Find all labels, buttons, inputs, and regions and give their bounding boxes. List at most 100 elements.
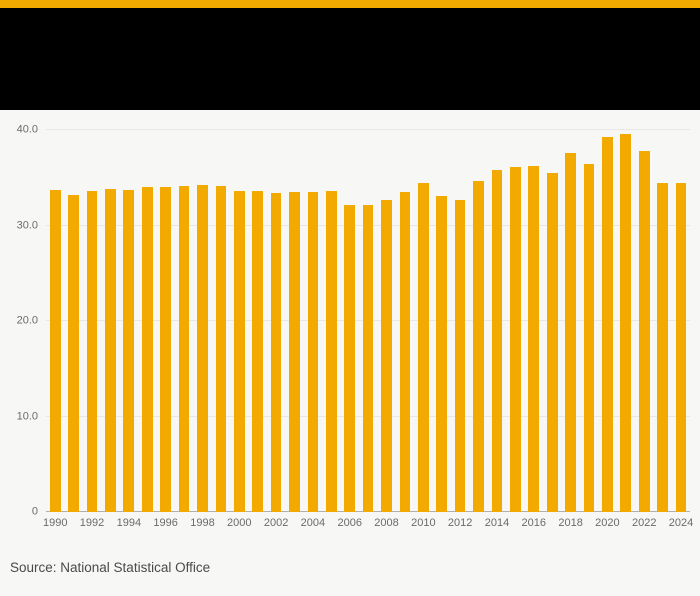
bar-slot-2014: 2014	[485, 130, 509, 529]
bar-2017	[546, 172, 558, 512]
bar-1997	[178, 186, 190, 512]
bar-slot-2012: 2012	[448, 130, 472, 529]
bar-slot-2005	[322, 130, 340, 512]
bar-slot-2021	[617, 130, 635, 512]
bar-2022	[638, 151, 650, 512]
x-tick-label-2018: 2018	[558, 517, 583, 529]
bar-2007	[362, 205, 374, 512]
y-tick-label-40: 40.0	[16, 123, 38, 136]
x-tick-label-2000: 2000	[227, 517, 252, 529]
bar-2005	[325, 191, 337, 512]
bar-slot-1997	[175, 130, 193, 512]
bar-slot-1999	[212, 130, 230, 512]
bar-slot-2007	[359, 130, 377, 512]
plot-area: 1990 1992 1994 1996 1998 2000 2002 2004 2006 2008…	[17, 124, 694, 529]
bar-slot-2016: 2016	[522, 130, 546, 529]
bar-slot-1994: 1994	[117, 130, 141, 529]
x-tick-label-2012: 2012	[447, 517, 473, 529]
gridline-40	[46, 129, 690, 130]
bar-slot-2006: 2006	[337, 130, 362, 529]
bars-row: 1990 1992 1994 1996 1998 2000 2002 2004 2006 2008…	[43, 130, 693, 529]
bar-1992	[86, 191, 98, 512]
bar-slot-2011	[433, 130, 451, 512]
bar-slot-2004: 2004	[301, 130, 325, 529]
bar-2019	[583, 164, 595, 512]
x-tick-label-1996: 1996	[153, 517, 178, 529]
bar-2009	[399, 192, 411, 512]
x-tick-label-2014: 2014	[484, 517, 510, 529]
source-caption: Source: National Statistical Office	[10, 560, 211, 575]
x-tick-label-2002: 2002	[263, 517, 289, 529]
bar-2012	[454, 199, 466, 512]
x-tick-label-2016: 2016	[521, 517, 547, 529]
bar-slot-1991	[64, 130, 82, 512]
x-tick-label-2004: 2004	[300, 517, 326, 529]
header-banner	[0, 8, 700, 110]
bar-2016	[528, 166, 540, 512]
bar-slot-2020: 2020	[595, 130, 620, 529]
bar-slot-2010: 2010	[411, 130, 436, 529]
bar-2011	[436, 195, 448, 512]
bar-2024	[675, 182, 687, 512]
x-tick-label-2006: 2006	[337, 517, 362, 529]
bar-slot-2019	[580, 130, 598, 512]
bar-slot-2015	[506, 130, 524, 512]
x-tick-label-1994: 1994	[116, 517, 142, 529]
y-tick-label-0: 0	[31, 505, 38, 518]
bar-1994	[123, 190, 135, 512]
x-tick-label-1990: 1990	[42, 517, 68, 529]
top-accent-bar	[0, 0, 700, 8]
bar-2014	[491, 170, 503, 512]
bar-1999	[215, 186, 227, 512]
bar-slot-2022: 2022	[632, 130, 656, 529]
y-tick-label-20: 20.0	[16, 314, 38, 327]
bar-slot-1990: 1990	[43, 130, 67, 529]
bar-2002	[270, 193, 282, 512]
bar-slot-2001	[248, 130, 266, 512]
bar-2003	[289, 192, 300, 512]
bar-1998	[197, 185, 208, 512]
bar-slot-2003	[285, 130, 303, 512]
bar-slot-1993	[101, 130, 119, 512]
bar-2006	[344, 205, 356, 512]
bar-1991	[68, 194, 79, 512]
bar-2013	[473, 180, 484, 512]
bar-slot-1995	[138, 130, 156, 512]
bar-slot-2008: 2008	[374, 130, 399, 529]
bar-slot-2017	[543, 130, 561, 512]
bar-slot-2023	[653, 130, 671, 512]
bar-2001	[252, 191, 263, 512]
bar-1993	[105, 189, 116, 512]
bar-2008	[381, 199, 392, 512]
bar-1990	[49, 190, 61, 512]
x-tick-label-2008: 2008	[374, 517, 399, 529]
x-tick-label-2020: 2020	[595, 517, 620, 529]
x-tick-label-2022: 2022	[631, 517, 657, 529]
x-tick-label-1998: 1998	[190, 517, 215, 529]
bar-slot-2000: 2000	[227, 130, 252, 529]
bar-2018	[565, 152, 576, 512]
x-tick-label-1992: 1992	[79, 517, 105, 529]
bar-2004	[307, 192, 319, 512]
bar-1996	[160, 187, 171, 512]
x-tick-label-2010: 2010	[411, 517, 436, 529]
x-tick-label-2024: 2024	[668, 517, 694, 529]
bar-slot-2009	[396, 130, 414, 512]
bar-slot-1998: 1998	[190, 130, 215, 529]
bar-slot-1992: 1992	[80, 130, 104, 529]
bar-slot-2002: 2002	[264, 130, 288, 529]
bar-2023	[657, 182, 668, 512]
bar-2015	[510, 167, 521, 512]
bar-1995	[141, 187, 153, 512]
bar-2000	[233, 191, 245, 512]
bar-2020	[602, 136, 613, 512]
bar-2021	[620, 133, 632, 512]
bar-slot-2018: 2018	[558, 130, 583, 529]
bar-2010	[417, 183, 429, 512]
y-tick-label-30: 30.0	[16, 219, 38, 231]
y-tick-label-10: 10.0	[16, 410, 38, 422]
bar-slot-2024: 2024	[669, 130, 693, 529]
bar-slot-1996: 1996	[153, 130, 178, 529]
bar-slot-2013	[469, 130, 487, 512]
